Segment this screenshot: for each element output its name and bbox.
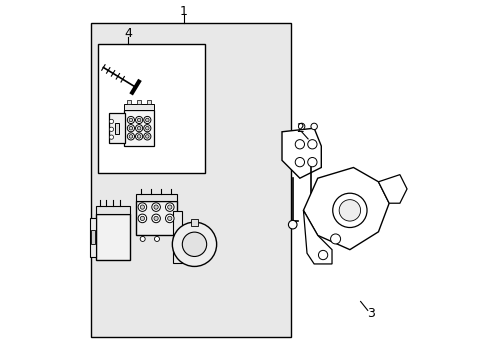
Circle shape: [135, 125, 142, 132]
Circle shape: [151, 203, 160, 211]
Bar: [127, 100, 131, 104]
Circle shape: [330, 234, 340, 244]
Circle shape: [165, 214, 174, 223]
Polygon shape: [378, 175, 406, 203]
Circle shape: [127, 125, 134, 132]
Circle shape: [145, 126, 149, 130]
Circle shape: [137, 126, 141, 130]
Bar: [98, 44, 205, 173]
Bar: [91, 230, 95, 244]
Circle shape: [288, 220, 296, 229]
Bar: [146, 100, 151, 104]
Circle shape: [129, 126, 132, 130]
Circle shape: [167, 216, 172, 221]
Circle shape: [154, 205, 158, 209]
Circle shape: [332, 193, 366, 228]
Bar: [190, 219, 198, 226]
Circle shape: [307, 140, 316, 149]
Polygon shape: [303, 210, 331, 264]
Circle shape: [310, 123, 317, 130]
Bar: [173, 211, 182, 263]
Circle shape: [154, 216, 158, 221]
Circle shape: [129, 118, 132, 122]
Circle shape: [129, 135, 132, 138]
Circle shape: [165, 203, 174, 211]
Circle shape: [137, 135, 141, 138]
Circle shape: [127, 116, 134, 123]
Circle shape: [167, 205, 172, 209]
Circle shape: [307, 157, 316, 167]
Circle shape: [140, 205, 144, 209]
Circle shape: [154, 237, 159, 242]
Circle shape: [127, 133, 134, 140]
Circle shape: [298, 123, 304, 130]
Polygon shape: [303, 167, 388, 249]
Text: 3: 3: [366, 307, 374, 320]
Bar: [137, 100, 141, 104]
Circle shape: [143, 133, 151, 140]
Bar: [124, 104, 154, 111]
Text: 4: 4: [124, 27, 132, 40]
Circle shape: [182, 232, 206, 256]
Circle shape: [151, 214, 160, 223]
Bar: [96, 214, 130, 260]
Circle shape: [109, 127, 113, 131]
Polygon shape: [282, 128, 321, 178]
Circle shape: [295, 140, 304, 149]
Circle shape: [295, 157, 304, 167]
Bar: [96, 206, 130, 214]
Circle shape: [143, 125, 151, 132]
Circle shape: [318, 250, 327, 260]
Circle shape: [109, 119, 113, 123]
Circle shape: [339, 200, 360, 221]
Circle shape: [135, 116, 142, 123]
Circle shape: [145, 118, 149, 122]
Circle shape: [137, 118, 141, 122]
Text: 1: 1: [180, 5, 187, 18]
Circle shape: [145, 135, 149, 138]
Circle shape: [172, 222, 216, 266]
Circle shape: [140, 237, 145, 242]
Circle shape: [138, 214, 146, 223]
Bar: [109, 113, 125, 143]
Circle shape: [135, 133, 142, 140]
Bar: [124, 111, 154, 146]
Bar: [90, 217, 96, 257]
Bar: [115, 123, 119, 134]
Circle shape: [109, 135, 113, 139]
Bar: [91, 23, 290, 337]
Text: 2: 2: [295, 122, 303, 135]
Bar: [135, 202, 176, 235]
Circle shape: [140, 216, 144, 221]
Bar: [135, 194, 176, 202]
Circle shape: [138, 203, 146, 211]
Circle shape: [143, 116, 151, 123]
